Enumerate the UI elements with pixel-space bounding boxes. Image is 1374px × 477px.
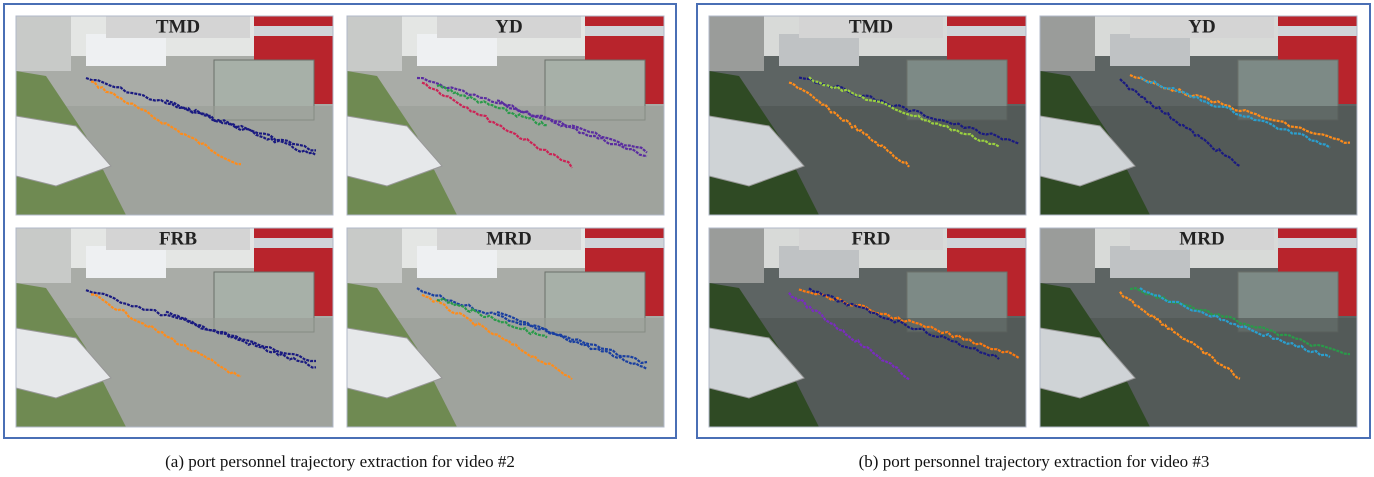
ship-deck	[254, 26, 333, 36]
building	[417, 34, 497, 66]
ship-deck	[585, 238, 664, 248]
figure: (a) port personnel trajectory extraction…	[0, 0, 1374, 477]
building	[16, 228, 71, 283]
scene-image: MRD	[347, 228, 664, 427]
image-label: TMD	[156, 16, 200, 37]
scene-image: TMD	[16, 16, 333, 215]
scene-image: YD	[1040, 16, 1357, 215]
image-label: FRB	[159, 228, 197, 249]
building	[86, 246, 166, 278]
image-label: TMD	[849, 16, 893, 37]
ship-deck	[254, 238, 333, 248]
ship-deck	[1278, 26, 1357, 36]
building	[1040, 16, 1095, 71]
building	[779, 34, 859, 66]
image-label: YD	[495, 16, 522, 37]
building	[347, 228, 402, 283]
ship-deck	[1278, 238, 1357, 248]
building	[779, 246, 859, 278]
building	[1110, 34, 1190, 66]
ship-deck	[947, 26, 1026, 36]
image-label: FRD	[851, 228, 890, 249]
image-label: MRD	[1179, 228, 1224, 249]
scene-image: MRD	[1040, 228, 1357, 427]
building	[417, 246, 497, 278]
scene-image: FRB	[16, 228, 333, 427]
scene-image: TMD	[709, 16, 1026, 215]
building	[16, 16, 71, 71]
caption: (a) port personnel trajectory extraction…	[165, 452, 515, 471]
caption: (b) port personnel trajectory extraction…	[859, 452, 1210, 471]
scene-image: FRD	[709, 228, 1026, 427]
building	[709, 16, 764, 71]
ship-deck	[585, 26, 664, 36]
building	[86, 34, 166, 66]
image-label: YD	[1188, 16, 1215, 37]
building	[709, 228, 764, 283]
building	[1040, 228, 1095, 283]
building	[1110, 246, 1190, 278]
scene-image: YD	[347, 16, 664, 215]
building	[347, 16, 402, 71]
image-label: MRD	[486, 228, 531, 249]
ship-deck	[947, 238, 1026, 248]
